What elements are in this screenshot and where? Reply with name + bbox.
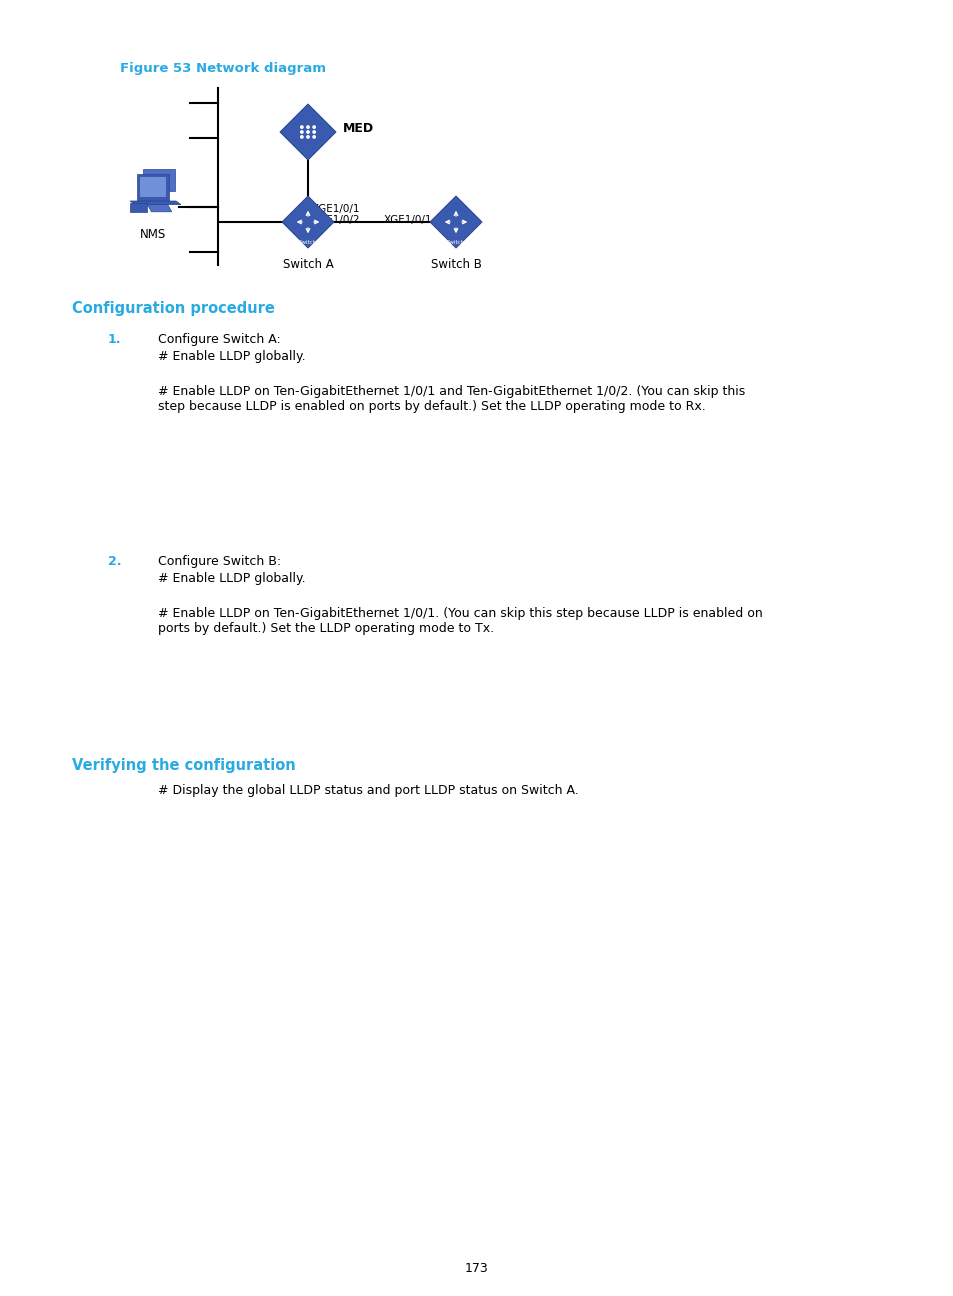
Text: step because LLDP is enabled on ports by default.) Set the LLDP operating mode t: step because LLDP is enabled on ports by…	[158, 400, 705, 413]
Text: ports by default.) Set the LLDP operating mode to Tx.: ports by default.) Set the LLDP operatin…	[158, 622, 494, 635]
Polygon shape	[282, 196, 334, 248]
Text: XGE1/0/2: XGE1/0/2	[312, 215, 360, 226]
Circle shape	[307, 136, 309, 139]
Text: Switch: Switch	[298, 240, 316, 245]
Text: 1.: 1.	[108, 333, 121, 346]
Circle shape	[307, 126, 309, 128]
Text: Configure Switch A:: Configure Switch A:	[158, 333, 280, 346]
Text: Configuration procedure: Configuration procedure	[71, 301, 274, 316]
Polygon shape	[137, 174, 169, 201]
Polygon shape	[143, 168, 175, 191]
Text: NMS: NMS	[140, 228, 166, 241]
Polygon shape	[130, 202, 148, 211]
Circle shape	[300, 131, 303, 133]
Polygon shape	[130, 201, 181, 205]
Circle shape	[313, 136, 315, 139]
Text: Switch: Switch	[446, 240, 464, 245]
Text: 2.: 2.	[108, 555, 121, 568]
Text: MED: MED	[343, 123, 374, 136]
Text: # Enable LLDP globally.: # Enable LLDP globally.	[158, 350, 305, 363]
Text: 173: 173	[465, 1262, 488, 1275]
Text: # Enable LLDP globally.: # Enable LLDP globally.	[158, 572, 305, 584]
Circle shape	[300, 126, 303, 128]
Circle shape	[313, 131, 315, 133]
Circle shape	[313, 126, 315, 128]
Text: # Enable LLDP on Ten-GigabitEthernet 1/0/1 and Ten-GigabitEthernet 1/0/2. (You c: # Enable LLDP on Ten-GigabitEthernet 1/0…	[158, 385, 744, 398]
Polygon shape	[430, 196, 481, 248]
Circle shape	[307, 131, 309, 133]
Text: XGE1/0/1: XGE1/0/1	[312, 203, 360, 214]
Circle shape	[300, 136, 303, 139]
Text: XGE1/0/1: XGE1/0/1	[384, 215, 432, 226]
Text: Figure 53 Network diagram: Figure 53 Network diagram	[120, 62, 326, 75]
Text: Verifying the configuration: Verifying the configuration	[71, 758, 295, 772]
Text: # Display the global LLDP status and port LLDP status on Switch A.: # Display the global LLDP status and por…	[158, 784, 578, 797]
Text: # Enable LLDP on Ten-GigabitEthernet 1/0/1. (You can skip this step because LLDP: # Enable LLDP on Ten-GigabitEthernet 1/0…	[158, 607, 762, 619]
Text: Configure Switch B:: Configure Switch B:	[158, 555, 281, 568]
Polygon shape	[280, 104, 335, 159]
Polygon shape	[148, 205, 172, 211]
Polygon shape	[140, 176, 166, 197]
Text: Switch B: Switch B	[430, 258, 481, 271]
Text: Switch A: Switch A	[282, 258, 333, 271]
